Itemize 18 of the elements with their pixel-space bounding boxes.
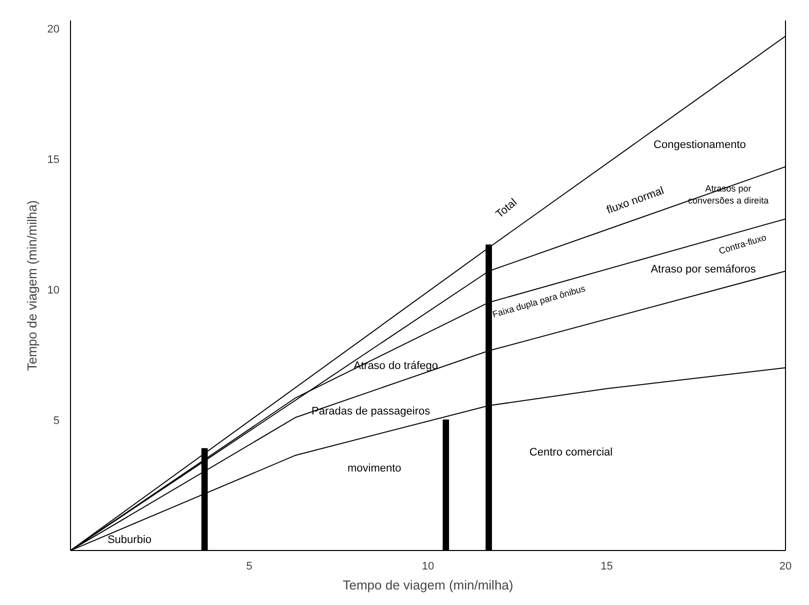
annotation: Congestionamento — [654, 139, 746, 152]
x-tick-label: 20 — [779, 560, 792, 572]
annotation: fluxo normal — [605, 184, 666, 217]
y-axis-title: Tempo de viagem (min/milha) — [24, 200, 40, 371]
annotation: Faixa dupla para ônibus — [491, 283, 587, 320]
x-tick-label: 15 — [600, 560, 613, 572]
x-tick-label: 5 — [246, 560, 252, 572]
annotation: Atraso por semáforos — [650, 264, 756, 276]
x-tick-label: 10 — [422, 560, 434, 572]
y-tick-label: 5 — [53, 414, 60, 427]
annotation: Centro comercial — [529, 446, 613, 458]
y-tick-label: 10 — [47, 284, 60, 296]
annotation: movimento — [347, 462, 402, 474]
x-axis-title: Tempo de viagem (min/milha) — [342, 578, 514, 592]
y-tick-label: 15 — [47, 154, 60, 166]
y-tick-label: 20 — [47, 23, 60, 36]
annotation: Suburbio — [107, 534, 152, 546]
annotation: Paradas de passageiros — [311, 406, 431, 418]
